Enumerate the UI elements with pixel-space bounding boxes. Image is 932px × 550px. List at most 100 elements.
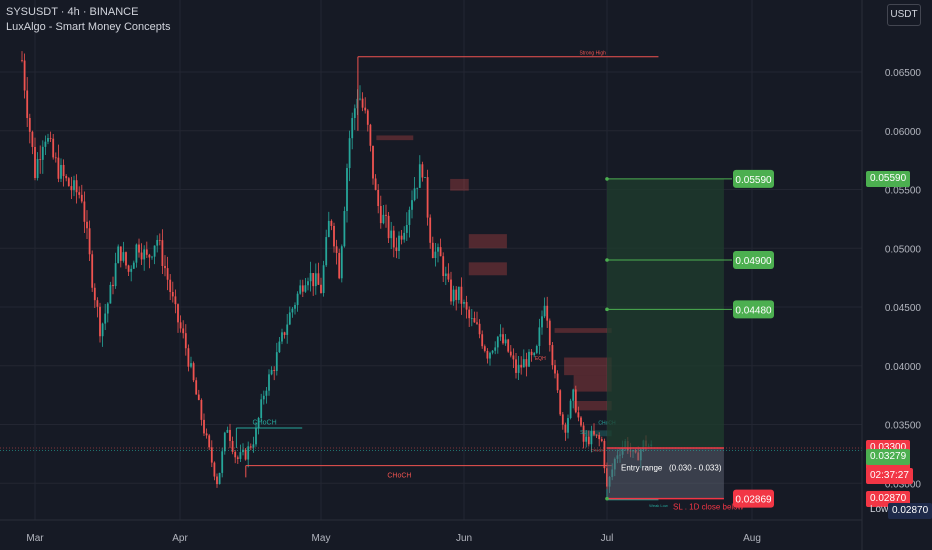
target-tag bbox=[733, 169, 774, 188]
candle-body bbox=[598, 435, 601, 440]
target-dot bbox=[605, 258, 609, 262]
candle-body bbox=[556, 373, 559, 391]
candle-body bbox=[335, 246, 338, 253]
candle-body bbox=[338, 252, 341, 279]
candle-body bbox=[418, 164, 421, 188]
candle-body bbox=[143, 249, 146, 260]
candle-body bbox=[104, 313, 107, 324]
candle-body bbox=[499, 334, 502, 337]
candle-body bbox=[252, 444, 255, 448]
candle-body bbox=[569, 400, 572, 419]
candle-body bbox=[296, 293, 299, 306]
candle-body bbox=[582, 425, 585, 442]
candle-body bbox=[52, 138, 55, 158]
candle-body bbox=[447, 273, 450, 280]
risk-zone bbox=[607, 448, 724, 499]
candle-body bbox=[478, 323, 481, 335]
candle-body bbox=[548, 320, 551, 346]
candle-body bbox=[60, 164, 62, 179]
x-tick-label: Aug bbox=[743, 533, 761, 544]
currency-button[interactable]: USDT bbox=[887, 4, 921, 26]
candle-body bbox=[520, 364, 523, 368]
candle-body bbox=[132, 262, 135, 269]
strong-high-label: Strong High bbox=[579, 50, 606, 56]
candle-body bbox=[325, 237, 328, 266]
candle-body bbox=[151, 256, 153, 258]
candle-body bbox=[377, 189, 380, 207]
choch-label-1: CHoCH bbox=[253, 420, 277, 427]
candle-body bbox=[70, 186, 73, 191]
candle-body bbox=[460, 286, 463, 304]
candle-body bbox=[210, 447, 213, 463]
candle-body bbox=[530, 351, 533, 356]
candle-body bbox=[561, 414, 564, 425]
candle-body bbox=[114, 263, 117, 287]
stop-tag bbox=[733, 489, 774, 508]
candle-body bbox=[135, 244, 138, 263]
candle-body bbox=[382, 214, 385, 224]
candle-body bbox=[359, 98, 361, 100]
candle-body bbox=[86, 221, 88, 229]
candle-body bbox=[62, 164, 65, 177]
candle-body bbox=[49, 138, 52, 139]
candle-body bbox=[125, 252, 127, 266]
candle-body bbox=[26, 90, 29, 118]
candle-body bbox=[403, 232, 406, 240]
countdown-axis-tag: 02:37:27 bbox=[866, 468, 913, 484]
candle-body bbox=[343, 211, 346, 247]
candle-body bbox=[364, 107, 367, 111]
candle-body bbox=[528, 351, 530, 367]
candle-body bbox=[554, 365, 556, 374]
candle-body bbox=[184, 333, 187, 349]
candle-body bbox=[395, 247, 398, 252]
candle-body bbox=[262, 395, 265, 400]
candle-body bbox=[405, 224, 408, 233]
profit-zone bbox=[607, 178, 724, 449]
candle-body bbox=[572, 389, 575, 401]
target-tag-label: 0.04480 bbox=[735, 305, 772, 316]
candle-body bbox=[416, 187, 419, 189]
low-price-axis-tag: 0.02870 bbox=[866, 490, 911, 507]
candle-body bbox=[249, 446, 252, 448]
candle-body bbox=[431, 242, 434, 258]
y-tick-label: 0.04500 bbox=[885, 303, 922, 314]
candle-body bbox=[577, 412, 580, 418]
candle-body bbox=[574, 389, 577, 413]
candle-body bbox=[408, 209, 411, 225]
order-block bbox=[564, 357, 612, 376]
weak-low-label: Weak Low bbox=[649, 503, 668, 508]
stop-label: SL . 1D close below bbox=[673, 503, 744, 512]
candle-body bbox=[309, 273, 312, 282]
candle-body bbox=[486, 350, 489, 359]
candle-body bbox=[244, 449, 247, 460]
candle-body bbox=[385, 214, 387, 216]
candle-body bbox=[512, 355, 515, 360]
candle-body bbox=[99, 306, 101, 337]
candle-body bbox=[327, 220, 330, 238]
candle-body bbox=[491, 350, 494, 353]
candle-body bbox=[161, 240, 164, 266]
candle-body bbox=[39, 159, 42, 160]
candle-body bbox=[541, 316, 543, 328]
candle-body bbox=[299, 285, 302, 294]
candle-body bbox=[465, 301, 468, 310]
candle-body bbox=[117, 246, 120, 264]
entry-range: (0.030 - 0.033) bbox=[669, 463, 722, 472]
candle-body bbox=[265, 390, 268, 396]
candle-body bbox=[34, 146, 36, 179]
x-tick-label: Apr bbox=[172, 533, 188, 544]
candle-body bbox=[91, 254, 94, 288]
candle-body bbox=[533, 352, 536, 356]
candle-body bbox=[200, 399, 203, 420]
candle-body bbox=[551, 345, 554, 366]
candle-body bbox=[585, 436, 588, 442]
candle-body bbox=[463, 301, 465, 304]
candle-body bbox=[226, 429, 229, 433]
x-tick-label: May bbox=[312, 533, 331, 544]
candle-body bbox=[67, 178, 70, 187]
candle-body bbox=[457, 286, 460, 300]
candle-body bbox=[507, 339, 510, 352]
symbol-title: SYSUSDT · 4h · BINANCE bbox=[6, 6, 139, 18]
